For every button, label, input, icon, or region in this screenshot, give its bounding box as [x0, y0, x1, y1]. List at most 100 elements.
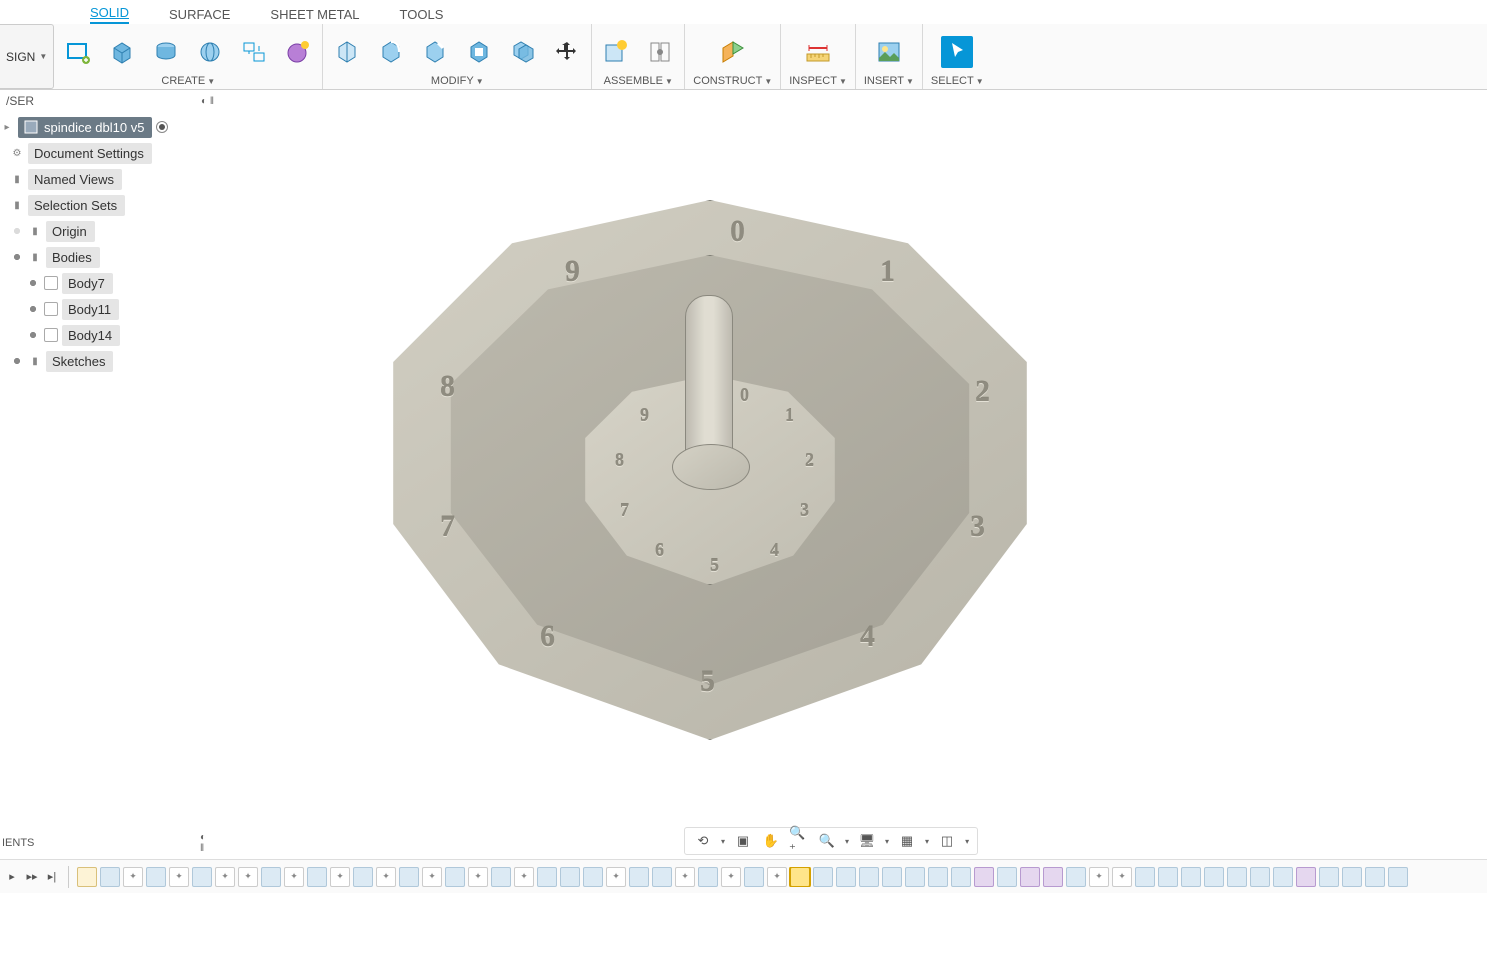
tab-surface[interactable]: SURFACE	[169, 7, 230, 24]
shell-button[interactable]	[463, 36, 495, 68]
timeline-feature[interactable]	[905, 867, 925, 887]
grid-settings-button[interactable]: ▦	[897, 831, 917, 851]
visibility-toggle[interactable]	[10, 224, 24, 238]
timeline-feature[interactable]	[1066, 867, 1086, 887]
timeline-feature[interactable]	[974, 867, 994, 887]
inspect-group-label[interactable]: INSPECT ▼	[789, 73, 847, 89]
tab-sheet-metal[interactable]: SHEET METAL	[270, 7, 359, 24]
timeline-feature[interactable]	[376, 867, 396, 887]
timeline-feature[interactable]	[1135, 867, 1155, 887]
tree-body-item[interactable]: Body14	[0, 322, 220, 348]
activate-radio[interactable]	[156, 121, 168, 133]
timeline-feature[interactable]	[468, 867, 488, 887]
timeline-feature[interactable]	[997, 867, 1017, 887]
timeline-feature[interactable]	[215, 867, 235, 887]
tree-body-item[interactable]: Body7	[0, 270, 220, 296]
construct-plane-button[interactable]	[717, 36, 749, 68]
timeline-feature[interactable]	[813, 867, 833, 887]
timeline-feature[interactable]	[1273, 867, 1293, 887]
timeline-feature[interactable]	[77, 867, 97, 887]
create-group-label[interactable]: CREATE ▼	[161, 73, 215, 89]
pan-button[interactable]: ✋	[761, 831, 781, 851]
visibility-toggle[interactable]	[10, 354, 24, 368]
timeline-feature[interactable]	[1158, 867, 1178, 887]
visibility-toggle[interactable]	[26, 276, 40, 290]
timeline-feature[interactable]	[307, 867, 327, 887]
tab-tools[interactable]: TOOLS	[400, 7, 444, 24]
timeline-step-button[interactable]: ▸▸	[24, 869, 40, 885]
visibility-toggle[interactable]	[10, 250, 24, 264]
fillet-button[interactable]	[375, 36, 407, 68]
expand-icon[interactable]: ▸	[0, 120, 14, 134]
workspace-switcher[interactable]: SIGN▼	[0, 24, 54, 89]
timeline-feature[interactable]	[583, 867, 603, 887]
timeline-feature[interactable]	[238, 867, 258, 887]
press-pull-button[interactable]	[331, 36, 363, 68]
timeline-feature[interactable]	[629, 867, 649, 887]
timeline-feature[interactable]	[399, 867, 419, 887]
insert-button[interactable]	[873, 36, 905, 68]
timeline-feature[interactable]	[1112, 867, 1132, 887]
timeline-feature[interactable]	[1296, 867, 1316, 887]
revolve-button[interactable]	[150, 36, 182, 68]
display-settings-button[interactable]: 🖥	[857, 831, 877, 851]
comments-label[interactable]: IENTS	[2, 837, 34, 849]
tree-doc-settings[interactable]: ⚙ Document Settings	[0, 140, 220, 166]
timeline-feature[interactable]	[1204, 867, 1224, 887]
timeline-feature[interactable]	[951, 867, 971, 887]
new-component-button[interactable]	[600, 36, 632, 68]
timeline-feature[interactable]	[928, 867, 948, 887]
timeline-feature[interactable]	[1365, 867, 1385, 887]
sweep-button[interactable]	[194, 36, 226, 68]
create-form-button[interactable]	[282, 36, 314, 68]
model-3d[interactable]: 0 1 2 3 4 5 6 7 8 9 0 1 2 3 4 5 6 7 8 9	[380, 200, 1040, 740]
timeline-feature[interactable]	[537, 867, 557, 887]
chamfer-button[interactable]	[419, 36, 451, 68]
timeline-feature[interactable]	[1043, 867, 1063, 887]
caret-icon[interactable]: ▾	[965, 837, 969, 846]
select-group-label[interactable]: SELECT ▼	[931, 73, 984, 89]
timeline-feature[interactable]	[192, 867, 212, 887]
timeline-feature[interactable]	[169, 867, 189, 887]
tree-selection-sets[interactable]: ▮ Selection Sets	[0, 192, 220, 218]
timeline-feature[interactable]	[1181, 867, 1201, 887]
zoom-button[interactable]: 🔍⁺	[789, 831, 809, 851]
tree-root[interactable]: ▸ spindice dbl10 v5	[0, 114, 220, 140]
caret-icon[interactable]: ▾	[885, 837, 889, 846]
timeline-feature[interactable]	[606, 867, 626, 887]
tree-bodies-folder[interactable]: ▮ Bodies	[0, 244, 220, 270]
select-button[interactable]	[941, 36, 973, 68]
look-at-button[interactable]: ▣	[733, 831, 753, 851]
timeline-feature[interactable]	[721, 867, 741, 887]
timeline-feature[interactable]	[652, 867, 672, 887]
browser-collapse-icon[interactable]: ◐ ‖	[201, 96, 214, 107]
timeline-feature[interactable]	[675, 867, 695, 887]
timeline-feature[interactable]	[1020, 867, 1040, 887]
timeline-end-button[interactable]: ▸|	[44, 869, 60, 885]
timeline-feature[interactable]	[491, 867, 511, 887]
timeline-feature[interactable]	[698, 867, 718, 887]
modify-group-label[interactable]: MODIFY ▼	[431, 73, 484, 89]
timeline-feature[interactable]	[560, 867, 580, 887]
timeline-feature[interactable]	[123, 867, 143, 887]
tree-origin[interactable]: ▮ Origin	[0, 218, 220, 244]
timeline-feature[interactable]	[514, 867, 534, 887]
visibility-toggle[interactable]	[26, 328, 40, 342]
extrude-button[interactable]	[106, 36, 138, 68]
timeline-feature[interactable]	[1227, 867, 1247, 887]
timeline-feature[interactable]	[422, 867, 442, 887]
timeline-feature[interactable]	[284, 867, 304, 887]
timeline-feature[interactable]	[882, 867, 902, 887]
viewport-layout-button[interactable]: ◫	[937, 831, 957, 851]
timeline-feature[interactable]	[1342, 867, 1362, 887]
timeline-start-button[interactable]: ▸	[4, 869, 20, 885]
insert-group-label[interactable]: INSERT ▼	[864, 73, 914, 89]
timeline-feature[interactable]	[146, 867, 166, 887]
timeline-feature[interactable]	[1388, 867, 1408, 887]
joint-button[interactable]	[644, 36, 676, 68]
tab-solid[interactable]: SOLID	[90, 5, 129, 24]
viewport[interactable]: 0 1 2 3 4 5 6 7 8 9 0 1 2 3 4 5 6 7 8 9	[0, 90, 1487, 843]
timeline-feature[interactable]	[767, 867, 787, 887]
caret-icon[interactable]: ▾	[721, 837, 725, 846]
caret-icon[interactable]: ▾	[925, 837, 929, 846]
